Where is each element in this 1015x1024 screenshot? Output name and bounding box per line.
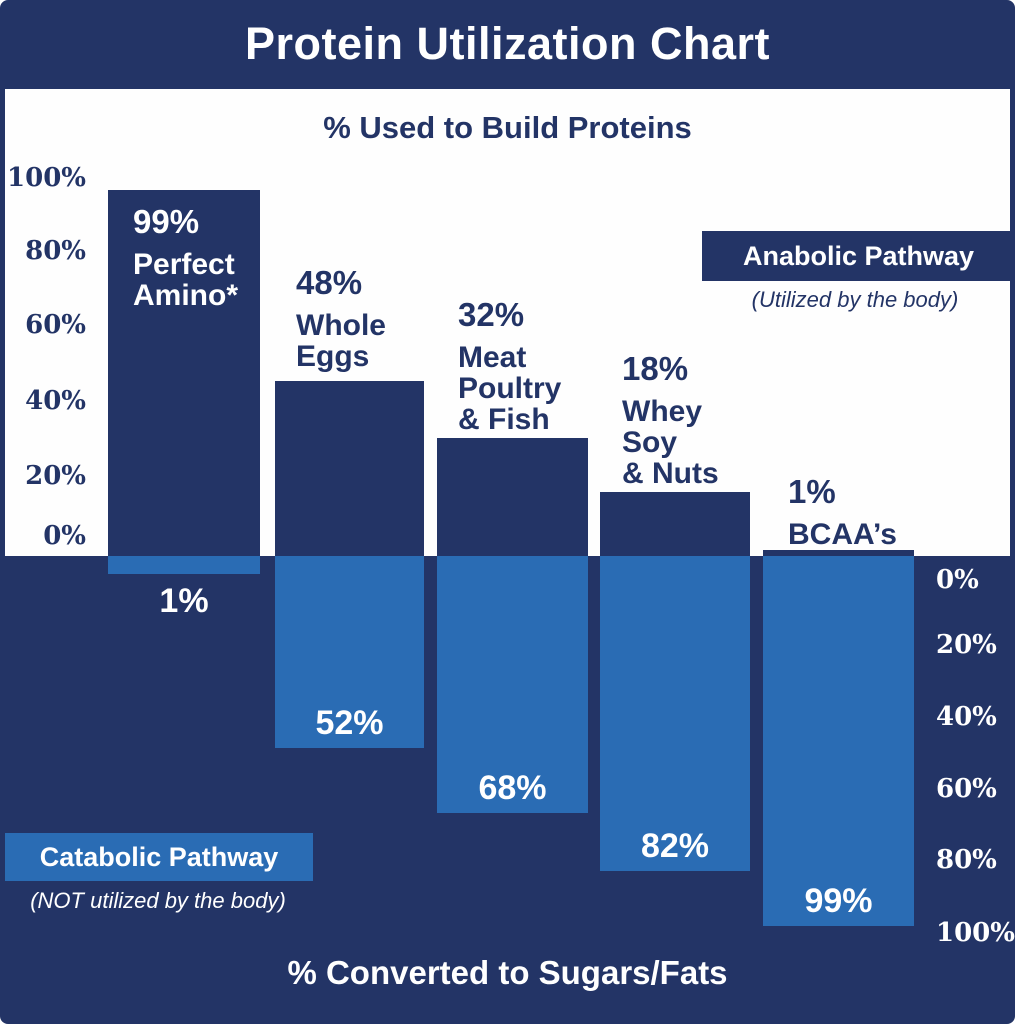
category-label-meat-poultry-fish: Meat Poultry & Fish: [458, 341, 562, 436]
right-axis-tick-80: 80%: [936, 845, 997, 875]
anabolic-bar-whey-soy-nuts: [600, 492, 750, 556]
bar-label-whey-soy-nuts: 18% Whey Soy & Nuts: [622, 350, 719, 490]
anabolic-bar-bcaas: [763, 550, 914, 556]
title-band: Protein Utilization Chart: [0, 0, 1015, 89]
category-label-whey-soy-nuts: Whey Soy & Nuts: [622, 395, 719, 490]
upper-axis-title: % Used to Build Proteins: [323, 110, 692, 145]
catabolic-value-whey-soy-nuts: 82%: [640, 827, 710, 865]
catabolic-pathway-label: Catabolic Pathway: [39, 841, 279, 872]
bar-label-meat-poultry-fish: 32% Meat Poultry & Fish: [458, 296, 562, 436]
anabolic-value-perfect-amino: 99%: [133, 203, 200, 240]
anabolic-value-bcaas: 1%: [788, 473, 836, 510]
catabolic-pathway-legend: Catabolic Pathway: [5, 833, 313, 881]
anabolic-value-whey-soy-nuts: 18%: [622, 350, 689, 387]
catabolic-bar-bcaas: [763, 556, 914, 926]
right-axis-tick-40: 40%: [936, 702, 997, 732]
catabolic-value-meat-poultry-fish: 68%: [478, 769, 547, 807]
anabolic-pathway-legend: Anabolic Pathway: [702, 231, 1015, 281]
anabolic-value-meat-poultry-fish: 32%: [458, 296, 525, 333]
right-axis-tick-20: 20%: [936, 630, 997, 660]
left-axis-tick-100: 100%: [7, 163, 86, 193]
left-axis-tick-80: 80%: [25, 236, 86, 266]
left-axis-tick-20: 20%: [25, 461, 86, 491]
bar-label-whole-eggs: 48% Whole Eggs: [296, 264, 386, 373]
bar-label-perfect-amino: 99% Perfect Amino*: [133, 203, 238, 312]
category-label-whole-eggs: Whole Eggs: [296, 309, 386, 373]
left-axis-tick-40: 40%: [25, 386, 86, 416]
catabolic-pathway-caption: (NOT utilized by the body): [30, 888, 286, 913]
anabolic-value-whole-eggs: 48%: [296, 264, 363, 301]
right-axis-tick-0: 0%: [936, 565, 979, 595]
catabolic-value-whole-eggs: 52%: [315, 704, 384, 742]
left-axis-tick-0: 0%: [43, 521, 86, 551]
anabolic-bar-whole-eggs: [275, 381, 424, 556]
catabolic-bar-meat-poultry-fish: [437, 556, 588, 813]
right-axis-tick-60: 60%: [936, 774, 997, 804]
catabolic-bar-perfect-amino: [108, 556, 260, 574]
lower-axis-title: % Converted to Sugars/Fats: [287, 954, 728, 991]
category-label-bcaas: BCAA’s: [788, 518, 897, 551]
anabolic-bar-meat-poultry-fish: [437, 438, 588, 556]
right-axis-tick-100: 100%: [936, 918, 1015, 948]
anabolic-bar-perfect-amino: [108, 190, 260, 556]
anabolic-pathway-label: Anabolic Pathway: [742, 240, 975, 271]
catabolic-value-perfect-amino: 1%: [159, 582, 209, 620]
catabolic-bar-whey-soy-nuts: [600, 556, 750, 871]
catabolic-bar-whole-eggs: [275, 556, 424, 748]
catabolic-value-bcaas: 99%: [804, 882, 873, 920]
page-title: Protein Utilization Chart: [244, 18, 770, 69]
left-axis-tick-60: 60%: [25, 310, 86, 340]
anabolic-pathway-caption: (Utilized by the body): [751, 287, 959, 312]
category-label-perfect-amino: Perfect Amino*: [133, 248, 238, 312]
bar-label-bcaas: 1% BCAA’s: [788, 473, 897, 551]
